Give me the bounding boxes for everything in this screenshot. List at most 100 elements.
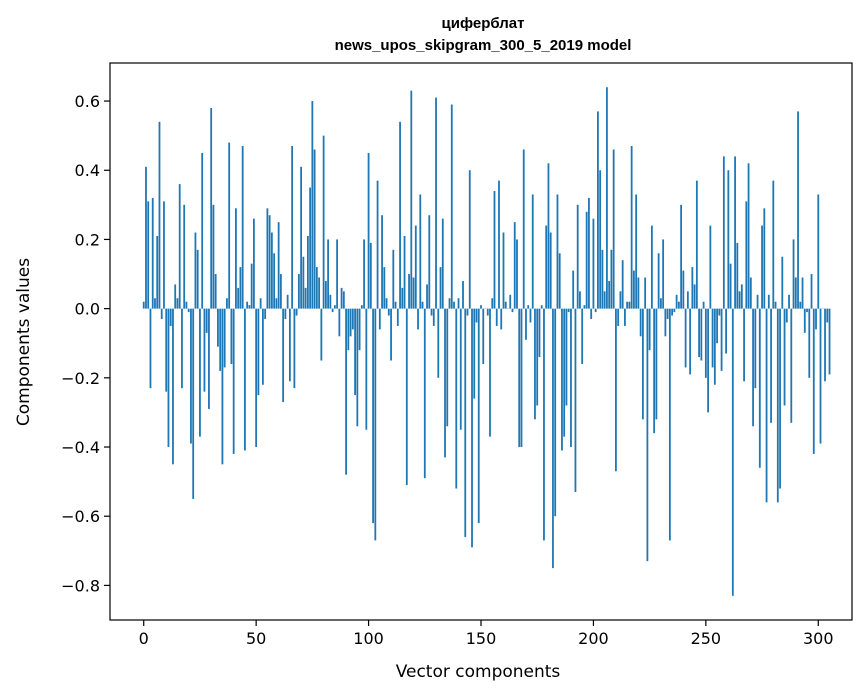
bar [356, 308, 359, 427]
bar [367, 152, 370, 309]
bar [576, 204, 579, 309]
bar [689, 308, 692, 375]
bar [185, 301, 188, 309]
bar [545, 225, 548, 309]
x-tick-label: 50 [246, 629, 266, 648]
bar [237, 287, 240, 309]
bar [552, 308, 554, 569]
bar [698, 308, 700, 358]
bar [255, 308, 258, 448]
bar [626, 301, 629, 309]
bar [716, 308, 718, 344]
bar [190, 308, 192, 444]
bar [574, 308, 577, 492]
bar [448, 298, 451, 309]
bar [536, 308, 539, 406]
bar [331, 308, 334, 313]
bar [426, 284, 428, 309]
bar [417, 308, 419, 330]
bar [154, 298, 156, 309]
bar [686, 291, 689, 309]
bar [734, 156, 736, 309]
bar [228, 142, 231, 309]
bar [511, 308, 514, 313]
bar [183, 204, 186, 309]
chart-title: циферблат [442, 15, 525, 32]
bar [145, 166, 147, 309]
bar [599, 170, 602, 309]
bar [401, 287, 404, 309]
bar [797, 111, 799, 309]
bar [358, 308, 361, 351]
bar [235, 208, 237, 309]
bar [799, 301, 802, 309]
bar [619, 291, 622, 309]
bar [529, 308, 532, 323]
bar [695, 180, 698, 309]
bar [324, 280, 327, 309]
bar [743, 308, 745, 382]
bar [160, 308, 163, 320]
bar [275, 298, 278, 309]
bar [217, 308, 219, 347]
bar [659, 298, 662, 309]
bar [297, 274, 300, 309]
bar [282, 308, 285, 403]
bar [567, 308, 570, 313]
bar [394, 301, 397, 309]
bar [192, 308, 195, 499]
bar [347, 308, 350, 351]
bar [381, 215, 383, 309]
bar [745, 201, 748, 309]
x-axis-ticks: 0 50 100 150 200 250 300 [139, 620, 834, 648]
bar [664, 308, 667, 337]
bar [765, 308, 768, 503]
bar [149, 308, 152, 389]
bar [223, 308, 226, 368]
bar [309, 187, 312, 309]
bar [455, 308, 458, 489]
bar [250, 263, 253, 309]
bar [338, 308, 341, 337]
bar [345, 308, 347, 475]
bar [158, 121, 161, 309]
bar [700, 308, 703, 361]
bar [268, 215, 271, 309]
bar [547, 163, 550, 309]
bar [709, 225, 712, 309]
bar [682, 270, 685, 309]
bar [794, 277, 797, 309]
bar [464, 308, 467, 537]
bar [450, 104, 453, 309]
bar [266, 208, 269, 309]
y-axis-label: Components values [14, 258, 34, 426]
bar [302, 256, 305, 309]
x-tick-label: 100 [353, 629, 384, 648]
bar [246, 301, 249, 309]
bar [349, 308, 352, 337]
bar [214, 274, 217, 309]
bar [722, 156, 725, 309]
bar [446, 308, 449, 427]
bar [156, 235, 159, 309]
bar [432, 308, 435, 326]
bar [810, 274, 813, 309]
bar [646, 308, 649, 562]
bars-group [142, 87, 831, 596]
bar [403, 235, 406, 309]
bar [430, 308, 433, 316]
bar [342, 291, 345, 309]
bar [232, 308, 235, 454]
bar [293, 308, 296, 389]
bar [262, 308, 264, 385]
bar [419, 194, 422, 309]
bar [740, 284, 743, 309]
bar [718, 308, 721, 316]
bar [713, 308, 716, 385]
bar [412, 277, 415, 309]
bar [581, 308, 584, 364]
bar [253, 218, 255, 309]
bar [360, 305, 363, 309]
bar [396, 308, 399, 326]
